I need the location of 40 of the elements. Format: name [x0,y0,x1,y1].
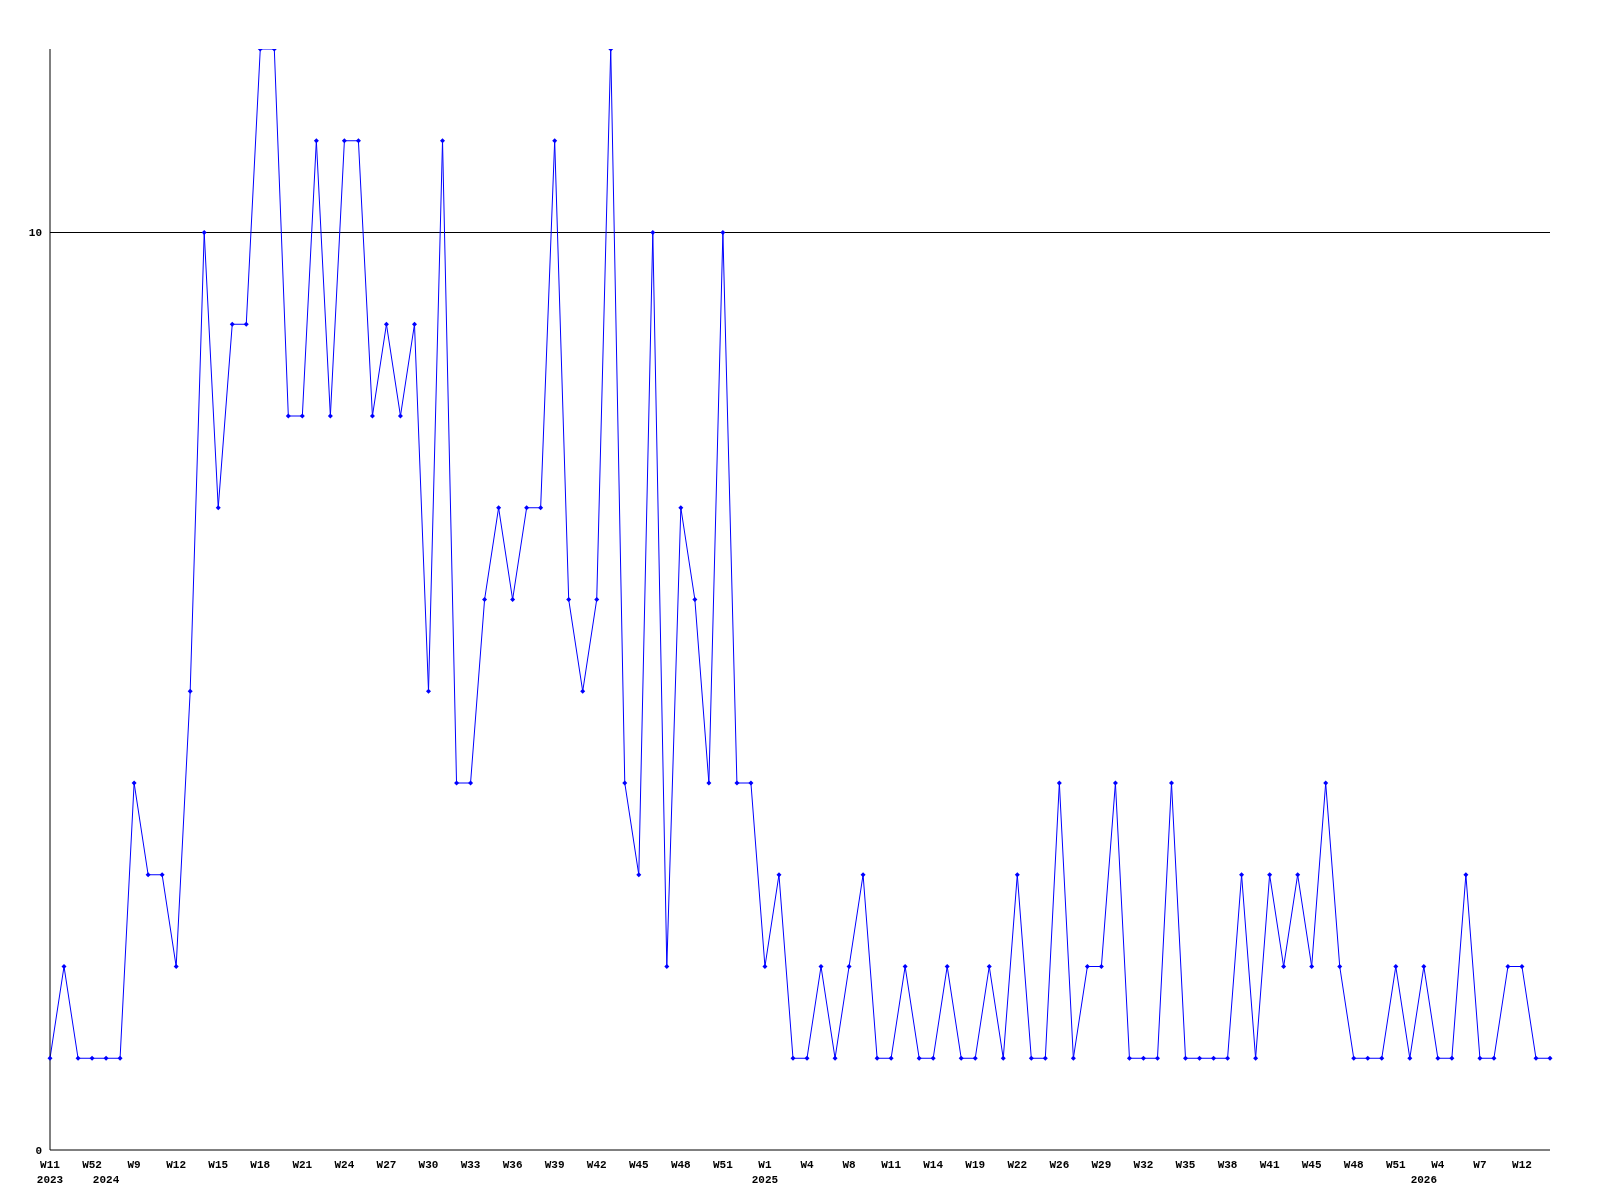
x-tick-label: W12 [166,1159,187,1171]
x-tick-label: 2026 [1410,1174,1438,1186]
x-tick-label: W52 [82,1159,102,1171]
x-tick-label: W45 [628,1159,650,1171]
x-tick-label: W1 2025 [751,1159,779,1186]
x-tick-label: W21 [292,1159,313,1171]
x-tick-label: W48 [670,1159,692,1171]
x-tick-label: W12 [1512,1159,1532,1171]
y-tick-label: 0 [35,1144,42,1157]
x-tick-label: W29 [1091,1159,1112,1171]
x-tick-label: W48 [1343,1159,1365,1171]
x-tick-label: W51 [1385,1159,1407,1171]
x-tick-label: W22 [1007,1159,1028,1171]
x-tick-label: W4 [800,1159,815,1171]
x-tick-label: W35 [1175,1159,1196,1171]
x-tick-label: W36 [502,1159,523,1171]
x-tick-label: W30 [418,1159,439,1171]
x-tick-label: W24 [334,1159,355,1171]
x-tick-label: 2024 [92,1174,120,1186]
x-tick-label: W18 [250,1159,271,1171]
x-tick-label: W27 [376,1159,397,1171]
x-tick-label: W14 [923,1159,944,1171]
x-tick-label: W4 [1431,1159,1445,1171]
y-tick-label: 10 [28,227,42,240]
x-tick-label: W51 [712,1159,734,1171]
x-tick-label: W41 [1259,1159,1280,1171]
x-tick-label: W8 [842,1159,857,1171]
x-tick-label: W38 [1217,1159,1238,1171]
x-tick-label: W9 [127,1159,141,1171]
x-tick-label: W45 [1301,1159,1322,1171]
x-tick-label: W32 [1133,1159,1154,1171]
x-tick-label: W15 [208,1159,229,1171]
x-tick-label: W33 [460,1159,481,1171]
x-tick-label: W42 [586,1159,607,1171]
x-tick-label: W11 [881,1159,902,1171]
x-tick-label: W39 [544,1159,565,1171]
x-tick-label: W7 [1473,1159,1487,1171]
x-tick-label: W11 2023 [36,1159,64,1186]
x-tick-label: W19 [965,1159,986,1171]
x-tick-label: W26 [1049,1159,1070,1171]
